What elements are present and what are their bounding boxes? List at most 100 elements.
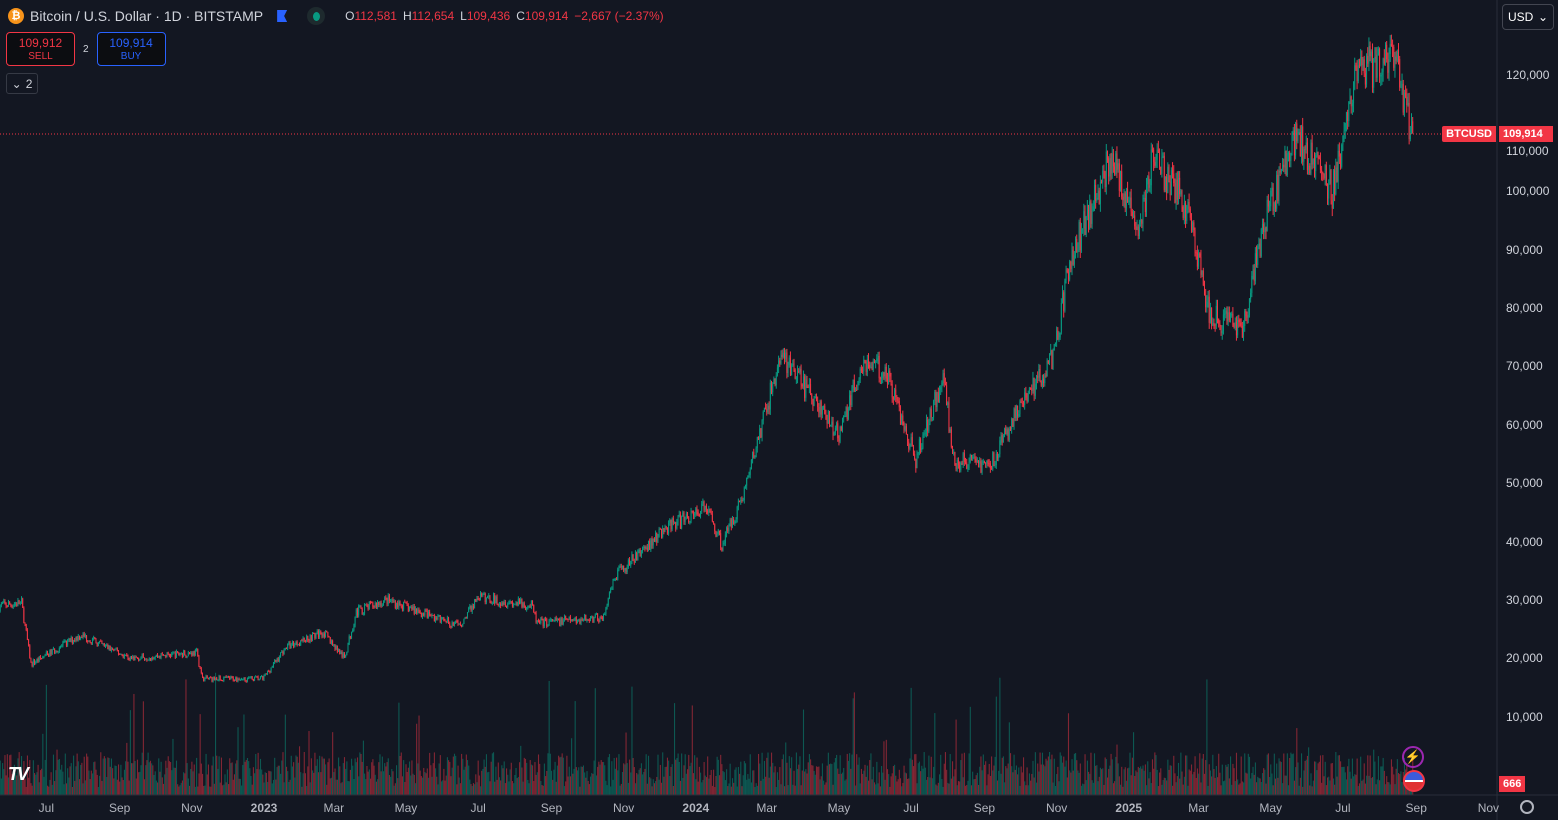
candle-body bbox=[1356, 68, 1358, 82]
volume-bar bbox=[649, 777, 651, 795]
volume-bar bbox=[329, 778, 331, 795]
volume-bar bbox=[520, 745, 522, 795]
volume-bar bbox=[832, 784, 834, 795]
volume-bar bbox=[135, 778, 137, 795]
currency-select[interactable]: USD ⌄ bbox=[1502, 4, 1554, 30]
candle-body bbox=[244, 677, 246, 682]
market-status-icon[interactable] bbox=[307, 7, 326, 25]
symbol-title[interactable]: Bitcoin / U.S. Dollar · 1D · BITSTAMP bbox=[30, 8, 264, 24]
candle-body bbox=[269, 671, 271, 673]
volume-bar bbox=[303, 752, 305, 795]
volume-bar bbox=[613, 758, 615, 795]
candle-body bbox=[201, 673, 203, 677]
candle-body bbox=[140, 657, 142, 659]
volume-bar bbox=[468, 765, 470, 795]
candle-body bbox=[603, 614, 605, 620]
volume-bar bbox=[74, 780, 76, 795]
volume-bar bbox=[361, 761, 363, 795]
candle-body bbox=[586, 619, 588, 621]
volume-bar bbox=[4, 755, 6, 795]
volume-bar bbox=[766, 757, 768, 795]
volume-bar bbox=[567, 776, 569, 795]
buy-button[interactable]: 109,914 BUY bbox=[96, 32, 166, 66]
candle-body bbox=[937, 392, 939, 402]
candle-body bbox=[509, 601, 511, 603]
volume-bar bbox=[611, 761, 613, 795]
candle-body bbox=[1163, 155, 1165, 191]
volume-bar bbox=[1252, 766, 1254, 795]
volume-bar bbox=[1089, 773, 1091, 795]
candle-body bbox=[1037, 376, 1039, 378]
volume-bar bbox=[1192, 774, 1194, 795]
indicators-toggle[interactable]: ⌄ 2 bbox=[6, 73, 38, 94]
volume-bar bbox=[1168, 769, 1170, 795]
candle-body bbox=[1330, 170, 1332, 201]
volume-bar bbox=[1219, 772, 1221, 795]
volume-bar bbox=[285, 766, 288, 795]
settings-icon[interactable] bbox=[1520, 800, 1534, 814]
candle-body bbox=[663, 528, 665, 533]
candle-body bbox=[948, 402, 950, 432]
candle-body bbox=[1088, 205, 1090, 230]
candle-body bbox=[1218, 318, 1220, 324]
candle-body bbox=[159, 655, 161, 658]
volume-bar bbox=[1263, 768, 1265, 795]
candle-body bbox=[519, 598, 521, 604]
volume-bar bbox=[696, 757, 698, 795]
candle-body bbox=[1000, 434, 1002, 441]
candle-body bbox=[1215, 305, 1217, 326]
candle-body bbox=[198, 655, 200, 667]
volume-bar bbox=[811, 765, 813, 795]
tradingview-logo[interactable]: TV bbox=[8, 764, 29, 784]
candle-body bbox=[1332, 170, 1334, 209]
volume-bar bbox=[146, 760, 148, 795]
volume-bar bbox=[217, 768, 219, 795]
candle-body bbox=[610, 589, 612, 593]
candle-body bbox=[950, 429, 952, 448]
candle-body bbox=[1345, 112, 1347, 123]
candle-body bbox=[242, 679, 244, 681]
volume-bar bbox=[29, 760, 31, 795]
volume-bar bbox=[767, 752, 769, 795]
candle-body bbox=[811, 394, 813, 399]
candle-body bbox=[364, 605, 366, 614]
volume-bar bbox=[523, 757, 525, 795]
candle-body bbox=[287, 643, 289, 649]
candle-body bbox=[1053, 344, 1055, 351]
volume-bar bbox=[705, 777, 708, 795]
candle-body bbox=[563, 616, 565, 621]
volume-bar bbox=[43, 776, 45, 795]
candle-body bbox=[394, 601, 396, 609]
volume-bar bbox=[369, 778, 372, 795]
candle-body bbox=[1056, 330, 1058, 343]
us-flag-icon[interactable] bbox=[1403, 770, 1425, 792]
volume-bar bbox=[354, 758, 356, 795]
volume-bar bbox=[678, 761, 680, 795]
volume-bar bbox=[582, 765, 585, 795]
candle-body bbox=[1222, 314, 1224, 332]
candle-body bbox=[657, 536, 659, 543]
candle-body bbox=[1361, 56, 1363, 66]
volume-bar bbox=[216, 755, 218, 795]
volume-bar bbox=[242, 764, 244, 795]
sell-button[interactable]: 109,912 SELL bbox=[6, 32, 75, 66]
candle-body bbox=[662, 528, 664, 537]
volume-bar bbox=[584, 772, 586, 795]
lightning-icon[interactable]: ⚡ bbox=[1402, 746, 1424, 768]
candle-body bbox=[308, 640, 310, 642]
candle-body bbox=[595, 613, 597, 615]
candle-body bbox=[674, 522, 676, 524]
candle-body bbox=[766, 408, 768, 413]
volume-bar bbox=[618, 754, 620, 795]
volume-bar bbox=[807, 762, 809, 795]
candle-body bbox=[633, 560, 635, 563]
flag-icon[interactable] bbox=[277, 10, 288, 22]
volume-bar bbox=[734, 769, 736, 795]
volume-bar bbox=[89, 779, 91, 795]
candle-body bbox=[1133, 215, 1135, 217]
volume-bar bbox=[877, 783, 879, 795]
candle-body bbox=[825, 413, 827, 420]
volume-bar bbox=[207, 764, 209, 795]
volume-bar bbox=[672, 785, 674, 795]
